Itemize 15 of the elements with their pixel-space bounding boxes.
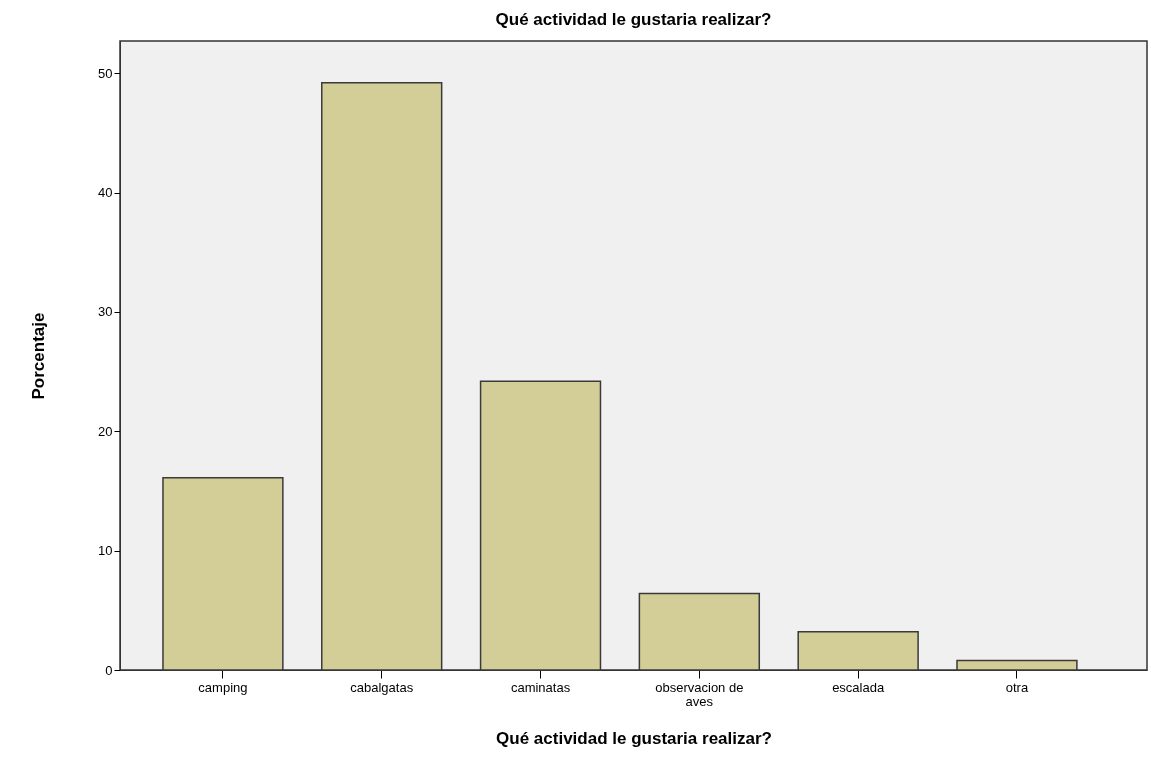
y-axis-title: Porcentaje (29, 312, 49, 400)
y-tick-label: 10 (98, 543, 113, 559)
x-tick-label: cabalgatas (350, 679, 414, 695)
y-tick-label: 0 (105, 662, 113, 678)
x-tick-label: observacion de aves (655, 679, 744, 709)
x-tick-label: caminatas (510, 679, 571, 695)
x-tick-label: escalada (832, 679, 885, 695)
x-axis-title: Qué actividad le gustaria realizar? (496, 728, 772, 748)
chart-title: Qué actividad le gustaria realizar? (495, 10, 772, 29)
y-tick-label: 30 (98, 304, 113, 320)
y-tick-label: 40 (98, 185, 113, 201)
y-tick-label: 50 (98, 65, 113, 81)
y-tick-label: 20 (98, 423, 113, 439)
x-tick-label: camping (198, 679, 248, 695)
x-tick-label: otra (1005, 679, 1029, 695)
